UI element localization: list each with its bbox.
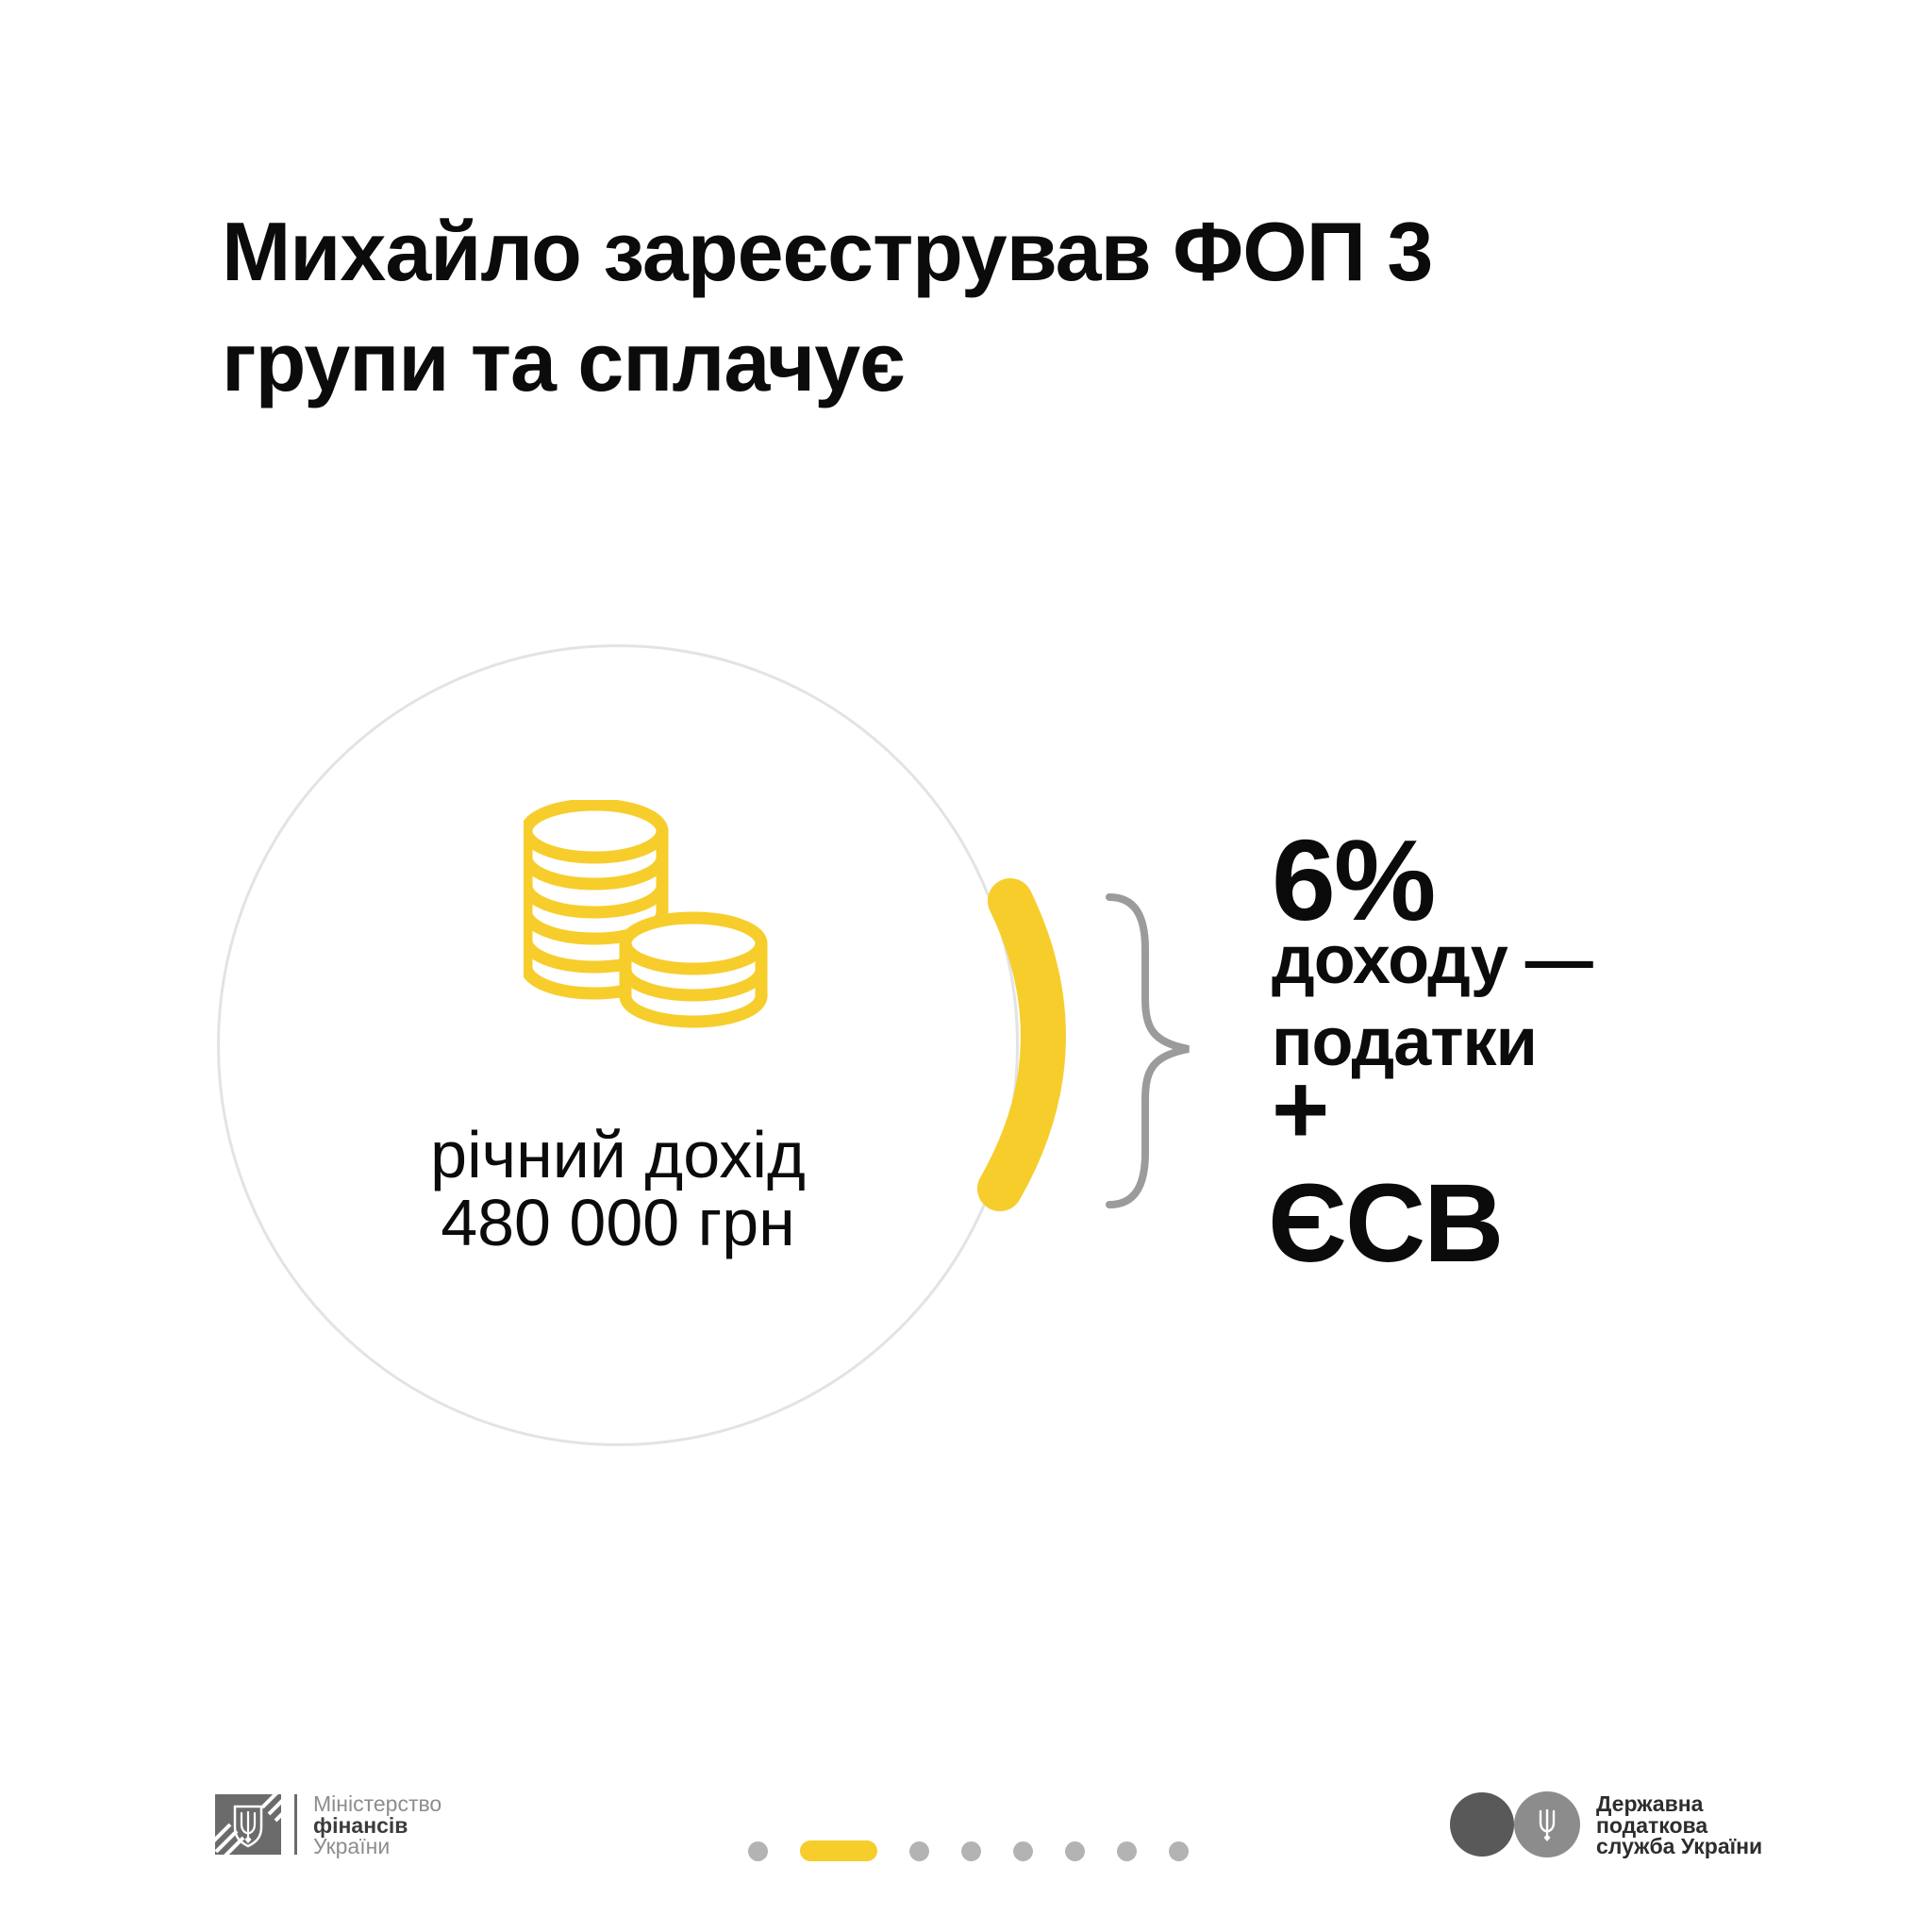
tax-text-line1: Державна — [1596, 1791, 1704, 1816]
tax-rate-desc-line1: доходу — — [1272, 923, 1593, 998]
income-label: річний дохід 480 000 грн — [217, 1121, 1019, 1257]
trident-circle-icon — [1450, 1791, 1580, 1857]
page-title-line1: Михайло зареєстрував ФОП 3 — [222, 205, 1433, 298]
income-label-line1: річний дохід — [430, 1118, 806, 1191]
pagination-dot — [909, 1840, 929, 1861]
income-circle — [217, 644, 1019, 1446]
tax-text-line2: податкова — [1596, 1812, 1708, 1838]
pagination-dot — [961, 1840, 981, 1861]
plus-sign: + — [1272, 1055, 1330, 1165]
pagination-dot — [1065, 1840, 1085, 1861]
trident-shield-icon — [215, 1794, 281, 1855]
minfin-text-line2: фінансів — [313, 1812, 408, 1838]
tax-service-logo-text: Державна податкова служба України — [1596, 1793, 1762, 1857]
pagination-dot — [1169, 1840, 1189, 1861]
page-title-line2: групи та сплачує — [222, 315, 906, 408]
pagination-active-pill — [800, 1840, 877, 1861]
coins-stack-icon — [524, 800, 768, 1028]
page-title: Михайло зареєстрував ФОП 3 групи та спла… — [222, 196, 1637, 417]
pagination-dot — [1013, 1840, 1033, 1861]
tax-text-line3: служба України — [1596, 1834, 1763, 1858]
logo-divider — [294, 1794, 297, 1855]
tax-rate-desc-line2: податки — [1272, 1005, 1538, 1080]
esv-label: ЄСВ — [1268, 1161, 1504, 1286]
tax-rate: 6% — [1272, 816, 1436, 944]
pagination — [748, 1840, 1201, 1861]
minfin-text-line1: Міністерство — [313, 1791, 442, 1816]
minfin-logo-text: Міністерство фінансів України — [313, 1793, 441, 1857]
minfin-text-line3: України — [313, 1834, 391, 1858]
pagination-dot — [1117, 1840, 1137, 1861]
curly-brace — [1106, 893, 1190, 1208]
pagination-dot — [748, 1840, 768, 1861]
tax-rate-description: доходу — податки — [1272, 920, 1593, 1084]
income-label-line2: 480 000 грн — [441, 1186, 795, 1259]
